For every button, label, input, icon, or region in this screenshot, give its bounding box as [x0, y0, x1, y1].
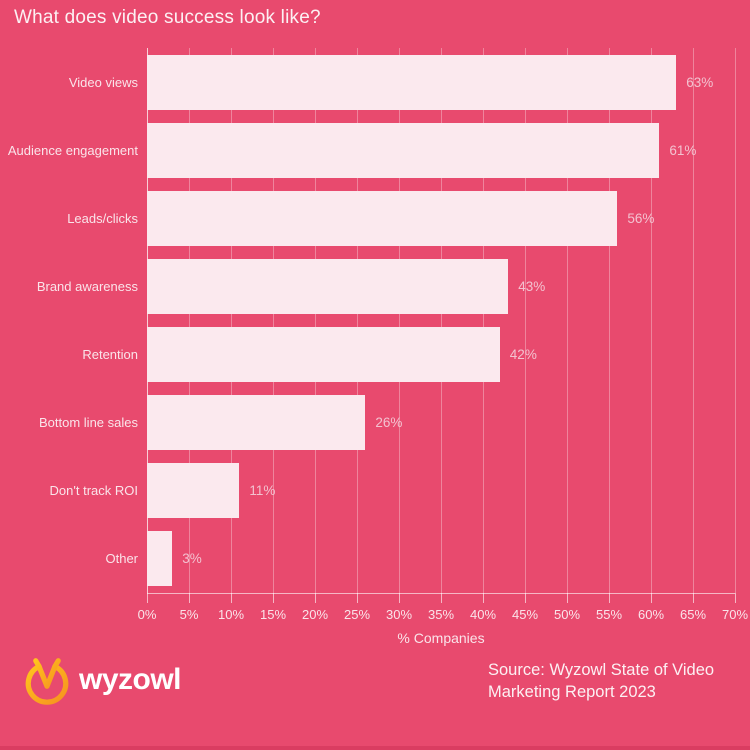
category-label: Brand awareness: [36, 278, 138, 294]
bar-value-label: 56%: [627, 210, 655, 226]
gridline: [651, 48, 652, 593]
x-tick-label: 55%: [595, 607, 623, 622]
x-tick-label: 0%: [137, 607, 157, 622]
x-axis-line: [147, 593, 735, 594]
gridline: [315, 48, 316, 593]
x-axis-title: % Companies: [397, 630, 485, 646]
bar: [147, 531, 173, 587]
y-axis-line: [147, 48, 148, 593]
gridline: [483, 48, 484, 593]
x-tick-label: 15%: [259, 607, 287, 622]
x-tick-label: 40%: [469, 607, 497, 622]
x-axis-tick: [315, 593, 316, 603]
category-label: Leads/clicks: [67, 210, 138, 226]
gridline: [525, 48, 526, 593]
bar: [147, 395, 366, 451]
category-label: Bottom line sales: [39, 415, 138, 431]
gridline: [189, 48, 190, 593]
gridline: [441, 48, 442, 593]
x-tick-label: 45%: [511, 607, 539, 622]
x-axis-tick: [399, 593, 400, 603]
bottom-accent-strip: [0, 746, 750, 750]
bar: [147, 122, 660, 178]
bar-value-label: 26%: [375, 415, 403, 431]
x-tick-label: 65%: [679, 607, 707, 622]
gridline: [609, 48, 610, 593]
category-label: Don't track ROI: [49, 483, 138, 499]
bar-value-label: 43%: [518, 278, 546, 294]
bar: [147, 258, 509, 314]
x-tick-label: 25%: [343, 607, 371, 622]
gridline: [735, 48, 736, 593]
x-axis-tick: [735, 593, 736, 603]
x-tick-label: 10%: [217, 607, 245, 622]
category-label: Audience engagement: [7, 142, 138, 158]
bar-value-label: 63%: [686, 74, 714, 90]
x-axis-tick: [147, 593, 148, 603]
gridline: [231, 48, 232, 593]
source-attribution: Source: Wyzowl State of Video Marketing …: [488, 659, 714, 703]
x-tick-label: 60%: [637, 607, 665, 622]
x-axis-tick: [357, 593, 358, 603]
x-tick-label: 70%: [721, 607, 749, 622]
bar-value-label: 3%: [182, 551, 202, 567]
source-line-2: Marketing Report 2023: [488, 683, 656, 701]
bar-value-label: 42%: [509, 347, 537, 363]
bar: [147, 463, 240, 519]
category-label: Video views: [68, 74, 138, 90]
wyzowl-logo: wyzowl: [22, 654, 182, 706]
category-label: Other: [105, 551, 138, 567]
bar-value-label: 11%: [249, 483, 276, 499]
gridline: [567, 48, 568, 593]
wyzowl-owl-icon: [22, 654, 72, 706]
x-axis-tick: [483, 593, 484, 603]
x-axis-tick: [231, 593, 232, 603]
x-axis-tick: [441, 593, 442, 603]
bar-value-label: 61%: [669, 142, 697, 158]
x-axis-tick: [693, 593, 694, 603]
gridline: [693, 48, 694, 593]
x-tick-label: 35%: [427, 607, 455, 622]
bar: [147, 190, 618, 246]
wyzowl-wordmark: wyzowl: [79, 663, 182, 696]
x-tick-label: 50%: [553, 607, 581, 622]
x-axis-tick: [609, 593, 610, 603]
source-line-1: Source: Wyzowl State of Video: [488, 661, 715, 679]
chart-title: What does video success look like?: [14, 7, 321, 28]
gridline: [273, 48, 274, 593]
bar: [147, 54, 677, 110]
gridline: [399, 48, 400, 593]
x-axis-tick: [651, 593, 652, 603]
x-axis-tick: [273, 593, 274, 603]
x-tick-label: 20%: [301, 607, 329, 622]
x-tick-label: 5%: [179, 607, 199, 622]
x-axis-tick: [189, 593, 190, 603]
x-axis-tick: [567, 593, 568, 603]
gridline: [357, 48, 358, 593]
x-tick-label: 30%: [385, 607, 413, 622]
category-label: Retention: [82, 347, 138, 363]
x-axis-tick: [525, 593, 526, 603]
bar: [147, 327, 500, 383]
